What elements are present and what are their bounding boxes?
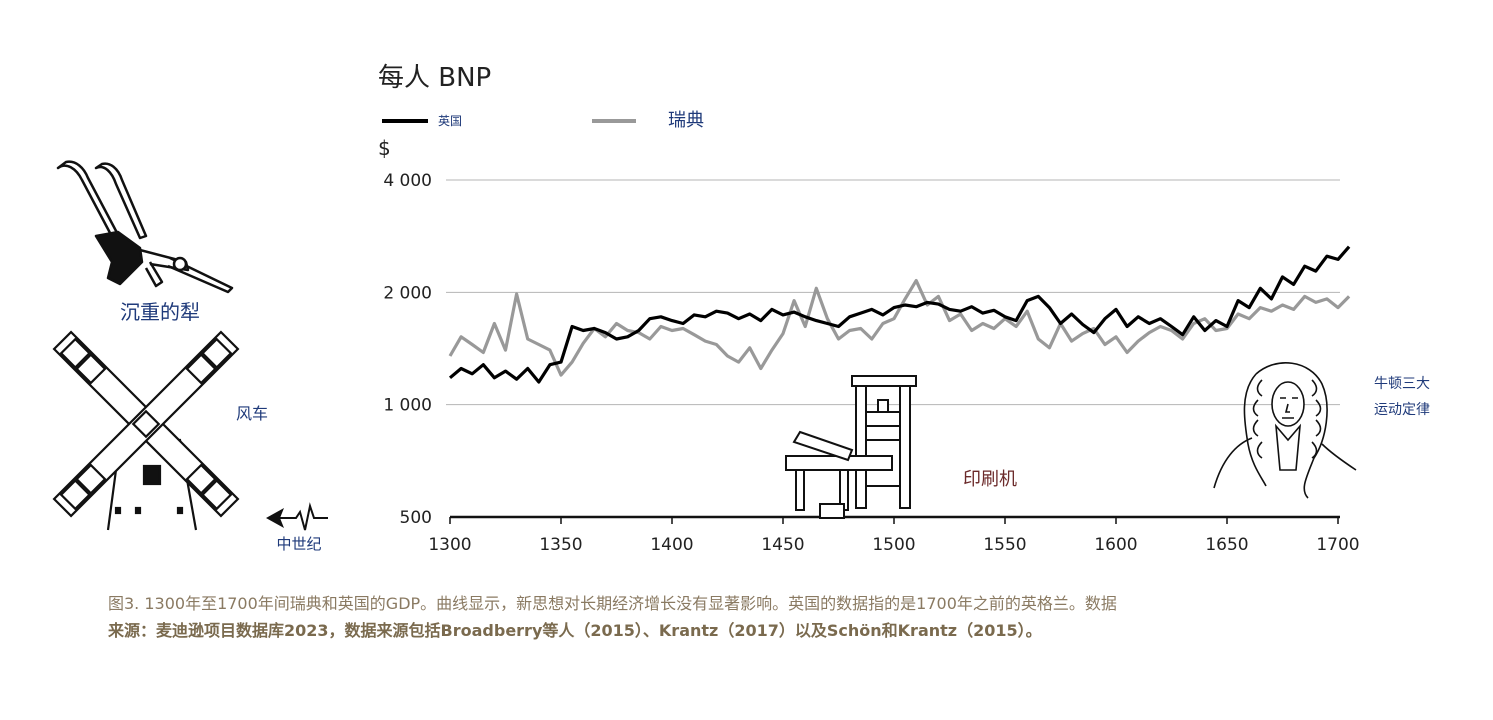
x-tick-label: 1600 — [1094, 535, 1137, 555]
legend-label-uk: 英国 — [438, 114, 462, 128]
y-axis-unit: $ — [378, 136, 391, 160]
plough-label: 沉重的犁 — [120, 300, 200, 324]
windmill-illustration — [52, 330, 240, 531]
printing-press-illustration — [785, 375, 917, 519]
x-tick-label: 1650 — [1205, 535, 1248, 555]
x-tick-labels: 1300 1350 1400 1450 1500 1550 1600 1650 1700 — [428, 517, 1360, 555]
newton-portrait-illustration — [1213, 362, 1357, 499]
windmill-label: 风车 — [236, 404, 268, 423]
gridlines — [446, 179, 1340, 519]
figure-caption: 图3. 1300年至1700年间瑞典和英国的GDP。曲线显示，新思想对长期经济增… — [108, 590, 1328, 644]
y-tick-label: 1 000 — [383, 396, 432, 416]
x-tick-label: 1300 — [428, 535, 471, 555]
y-tick-label: 2 000 — [383, 283, 432, 303]
series-line-uk — [448, 245, 1351, 384]
caption-line-2: 来源：麦迪逊项目数据库2023，数据来源包括Broadberry等人（2015）… — [108, 621, 1042, 640]
legend-label-sweden: 瑞典 — [668, 110, 704, 131]
y-tick-label: 4 000 — [383, 171, 432, 191]
data-series — [448, 245, 1351, 384]
chart-title: 每人 BNP — [378, 63, 491, 93]
x-tick-label: 1400 — [650, 535, 693, 555]
caption-line-1: 图3. 1300年至1700年间瑞典和英国的GDP。曲线显示，新思想对长期经济增… — [108, 594, 1117, 613]
plough-illustration — [56, 160, 234, 294]
newton-label-line1: 牛顿三大 — [1374, 376, 1430, 392]
medieval-arrow-icon — [266, 502, 328, 531]
x-tick-label: 1500 — [872, 535, 915, 555]
y-tick-label: 500 — [400, 508, 432, 528]
x-tick-label: 1350 — [539, 535, 582, 555]
series-line-sweden — [448, 279, 1351, 377]
x-tick-label: 1450 — [761, 535, 804, 555]
x-tick-label: 1550 — [983, 535, 1026, 555]
x-tick-label: 1700 — [1316, 535, 1359, 555]
printing-press-label: 印刷机 — [963, 469, 1017, 490]
newton-label-line2: 运动定律 — [1374, 402, 1430, 418]
medieval-label: 中世纪 — [276, 535, 321, 553]
y-tick-labels: 500 1 000 2 000 4 000 — [383, 171, 432, 528]
